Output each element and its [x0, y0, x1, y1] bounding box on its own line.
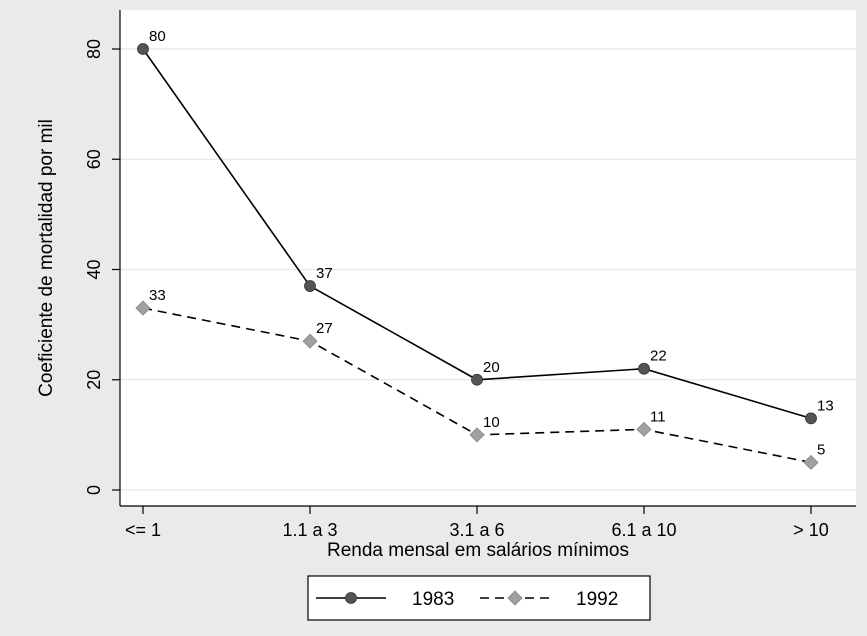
y-tick-label: 60: [84, 149, 104, 169]
y-tick-label: 0: [84, 485, 104, 495]
data-label: 33: [149, 287, 166, 304]
marker-circle: [805, 412, 817, 425]
y-tick-label: 80: [84, 39, 104, 59]
marker-diamond: [803, 454, 819, 471]
data-label: 22: [650, 348, 667, 365]
marker-diamond: [636, 421, 652, 437]
plot-area: [120, 10, 856, 506]
x-tick-label: 6.1 a 10: [611, 520, 676, 540]
legend-box: [307, 575, 651, 621]
series-layer: [135, 43, 819, 471]
x-tick-label: 1.1 a 3: [282, 520, 337, 540]
marker-diamond: [469, 427, 485, 443]
marker-circle: [471, 373, 483, 386]
data-label: 5: [817, 441, 825, 458]
marker-circle: [345, 592, 357, 604]
marker-diamond: [507, 590, 523, 606]
data-label: 27: [316, 320, 333, 337]
legend-label-0: 1983: [412, 589, 454, 610]
data-label: 13: [817, 397, 834, 414]
y-axis-title: Coeficiente de mortalidad por mil: [36, 119, 57, 397]
legend-label-1: 1992: [576, 589, 618, 610]
marker-circle: [304, 280, 316, 292]
marker-diamond: [135, 300, 151, 316]
y-tick-label: 20: [84, 370, 104, 390]
data-labels: 80 37 20 22 13 33 27 10 11 5: [149, 28, 834, 458]
x-tick-label: 3.1 a 6: [449, 520, 504, 540]
x-axis-title: Renda mensal em salários mínimos: [327, 540, 629, 561]
data-label: 20: [483, 359, 500, 376]
data-label: 10: [483, 414, 500, 431]
data-label: 80: [149, 28, 166, 45]
y-axis-ticks: 0 20 40 60 80: [84, 39, 120, 495]
marker-circle: [638, 362, 650, 375]
data-label: 37: [316, 265, 333, 282]
marker-circle: [137, 43, 149, 55]
y-tick-label: 40: [84, 259, 104, 279]
marker-diamond: [302, 333, 318, 349]
x-tick-label: > 10: [793, 520, 829, 540]
legend: 1983 1992: [307, 575, 651, 621]
x-tick-label: <= 1: [125, 520, 161, 540]
data-label: 11: [650, 408, 666, 425]
x-axis-ticks: <= 1 1.1 a 3 3.1 a 6 6.1 a 10 > 10: [125, 506, 829, 540]
